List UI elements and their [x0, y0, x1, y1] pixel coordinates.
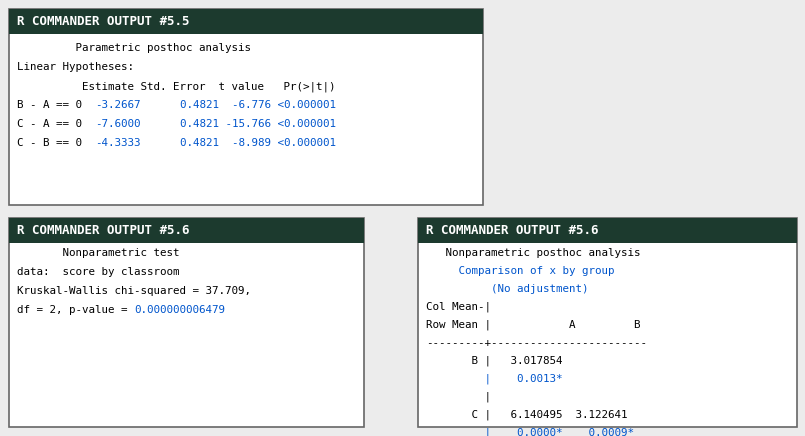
Text: |: | [426, 392, 491, 402]
Text: -3.2667: -3.2667 [95, 100, 141, 110]
FancyBboxPatch shape [418, 218, 797, 243]
Text: 0.4821  -8.989 <0.000001: 0.4821 -8.989 <0.000001 [180, 138, 336, 148]
Text: Parametric posthoc analysis: Parametric posthoc analysis [17, 43, 251, 53]
Text: 0.4821 -15.766 <0.000001: 0.4821 -15.766 <0.000001 [180, 119, 336, 129]
Text: Linear Hypotheses:: Linear Hypotheses: [17, 62, 134, 72]
Text: (No adjustment): (No adjustment) [426, 284, 588, 294]
FancyBboxPatch shape [9, 9, 483, 205]
FancyBboxPatch shape [418, 218, 797, 427]
Text: -7.6000: -7.6000 [95, 119, 141, 129]
Text: df = 2, p-value =: df = 2, p-value = [17, 305, 134, 315]
Text: B |   3.017854: B | 3.017854 [426, 356, 563, 367]
FancyBboxPatch shape [9, 9, 483, 34]
Text: C - B == 0: C - B == 0 [17, 138, 95, 148]
Text: Nonparametric test: Nonparametric test [17, 248, 180, 258]
FancyBboxPatch shape [9, 218, 364, 427]
Text: Estimate Std. Error  t value   Pr(>|t|): Estimate Std. Error t value Pr(>|t|) [17, 81, 336, 92]
Text: C |   6.140495  3.122641: C | 6.140495 3.122641 [426, 410, 628, 420]
Text: C - A == 0: C - A == 0 [17, 119, 95, 129]
Text: R COMMANDER OUTPUT #5.6: R COMMANDER OUTPUT #5.6 [426, 224, 598, 237]
Text: ---------+------------------------: ---------+------------------------ [426, 338, 647, 348]
Text: Col Mean-|: Col Mean-| [426, 302, 491, 313]
Text: 0.000000006479: 0.000000006479 [134, 305, 225, 315]
FancyBboxPatch shape [9, 218, 364, 243]
Text: Row Mean |            A         B: Row Mean | A B [426, 320, 641, 330]
Text: Kruskal-Wallis chi-squared = 37.709,: Kruskal-Wallis chi-squared = 37.709, [17, 286, 251, 296]
Text: B - A == 0: B - A == 0 [17, 100, 95, 110]
Text: Nonparametric posthoc analysis: Nonparametric posthoc analysis [426, 248, 641, 258]
Text: R COMMANDER OUTPUT #5.6: R COMMANDER OUTPUT #5.6 [17, 224, 189, 237]
Text: data:  score by classroom: data: score by classroom [17, 267, 180, 277]
Text: -4.3333: -4.3333 [95, 138, 141, 148]
Text: |    0.0013*: | 0.0013* [426, 374, 563, 385]
Text: |    0.0000*    0.0009*: | 0.0000* 0.0009* [426, 428, 634, 436]
Text: 0.4821  -6.776 <0.000001: 0.4821 -6.776 <0.000001 [180, 100, 336, 110]
Text: R COMMANDER OUTPUT #5.5: R COMMANDER OUTPUT #5.5 [17, 15, 189, 28]
Text: Comparison of x by group: Comparison of x by group [426, 266, 614, 276]
